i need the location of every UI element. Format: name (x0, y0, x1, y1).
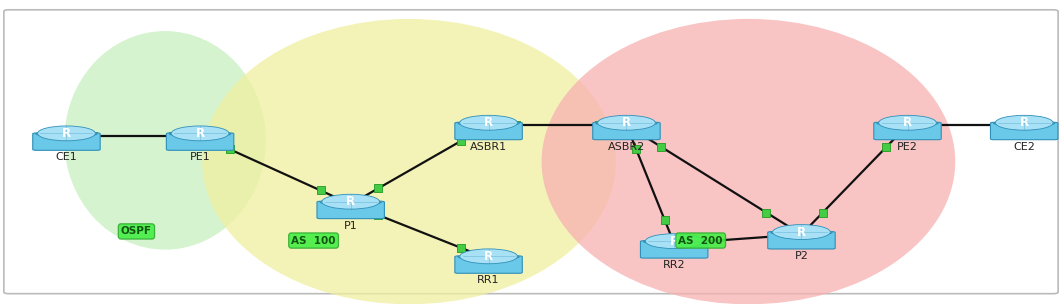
Ellipse shape (458, 254, 519, 260)
Ellipse shape (320, 199, 381, 205)
Point (923, 123, 940, 127)
Ellipse shape (202, 19, 616, 304)
Text: P1: P1 (344, 221, 358, 231)
FancyBboxPatch shape (640, 241, 708, 258)
Text: R: R (484, 250, 493, 263)
Ellipse shape (460, 115, 517, 130)
Text: RR1: RR1 (477, 275, 500, 285)
Ellipse shape (542, 19, 955, 304)
Ellipse shape (37, 126, 96, 141)
Text: R: R (195, 127, 205, 140)
Text: R: R (670, 235, 679, 248)
Point (452, 246, 469, 250)
Text: R: R (796, 225, 806, 239)
Text: RR2: RR2 (663, 260, 685, 270)
FancyBboxPatch shape (991, 122, 1058, 140)
Text: R: R (62, 127, 71, 140)
FancyBboxPatch shape (768, 231, 835, 249)
Point (758, 210, 775, 215)
Point (222, 147, 239, 152)
Ellipse shape (65, 31, 266, 250)
Ellipse shape (171, 126, 229, 141)
Ellipse shape (596, 120, 657, 126)
Point (768, 234, 785, 239)
Point (691, 239, 708, 244)
Point (656, 217, 673, 222)
Text: R: R (346, 195, 356, 208)
FancyBboxPatch shape (167, 133, 234, 150)
Text: R: R (903, 116, 912, 129)
Ellipse shape (460, 249, 517, 264)
FancyBboxPatch shape (455, 256, 523, 273)
Point (590, 123, 607, 127)
FancyBboxPatch shape (874, 122, 941, 140)
Ellipse shape (36, 131, 97, 137)
Ellipse shape (877, 120, 938, 126)
Ellipse shape (322, 194, 379, 209)
Text: P2: P2 (794, 251, 808, 261)
Point (992, 123, 1009, 127)
Text: CE2: CE2 (1013, 142, 1035, 152)
Text: AS  200: AS 200 (679, 235, 723, 246)
Point (452, 138, 469, 143)
Ellipse shape (771, 230, 832, 235)
Point (628, 146, 645, 151)
Ellipse shape (598, 115, 655, 130)
Text: PE1: PE1 (190, 152, 210, 163)
Ellipse shape (878, 115, 937, 130)
FancyBboxPatch shape (4, 10, 1058, 294)
FancyBboxPatch shape (33, 133, 100, 150)
FancyBboxPatch shape (593, 122, 661, 140)
Text: R: R (1020, 116, 1029, 129)
Point (815, 210, 832, 215)
Ellipse shape (995, 115, 1054, 130)
Ellipse shape (994, 120, 1055, 126)
Ellipse shape (646, 234, 703, 249)
Point (370, 186, 387, 191)
Point (370, 213, 387, 217)
Text: R: R (622, 116, 631, 129)
Text: CE1: CE1 (55, 152, 78, 163)
Ellipse shape (644, 239, 705, 244)
Point (312, 188, 329, 193)
FancyBboxPatch shape (455, 122, 523, 140)
Ellipse shape (773, 224, 830, 239)
Ellipse shape (170, 131, 230, 137)
Point (508, 123, 525, 127)
Ellipse shape (458, 120, 519, 126)
Point (85, 133, 102, 138)
Text: ASBR1: ASBR1 (470, 142, 508, 152)
Text: OSPF: OSPF (121, 226, 152, 236)
Text: R: R (484, 116, 493, 129)
Point (878, 145, 895, 149)
Point (653, 145, 670, 149)
FancyBboxPatch shape (316, 201, 384, 219)
Text: ASBR2: ASBR2 (607, 142, 645, 152)
Point (165, 133, 182, 138)
Text: AS  100: AS 100 (291, 235, 336, 246)
Text: PE2: PE2 (897, 142, 918, 152)
